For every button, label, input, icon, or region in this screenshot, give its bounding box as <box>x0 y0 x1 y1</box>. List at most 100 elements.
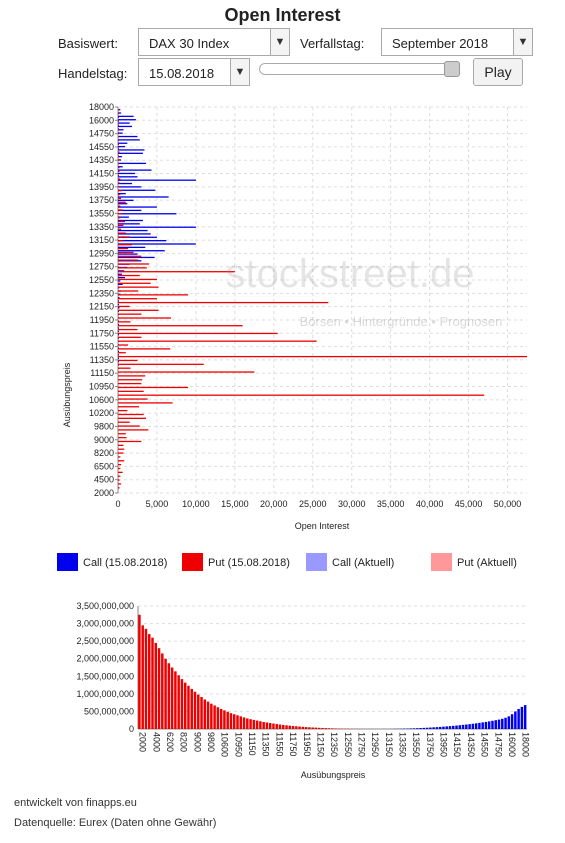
put-bar <box>118 116 119 119</box>
put-value-bar <box>272 723 275 729</box>
call-value-bar <box>507 716 511 729</box>
put-value-bar <box>236 715 239 729</box>
call-bar <box>118 216 129 218</box>
x-tick-label: 13550 <box>411 732 421 757</box>
put-bar <box>118 255 142 257</box>
y-tick-label: 4500 <box>94 475 114 485</box>
x-tick-label: 11350 <box>261 732 271 756</box>
put-bar <box>118 139 119 142</box>
call-value-bar <box>416 728 419 729</box>
call-bar <box>118 186 142 188</box>
put-value-bar <box>317 727 321 729</box>
put-value-bar <box>141 625 144 729</box>
put-value-bar <box>308 727 311 729</box>
chevron-down-icon[interactable]: ▼ <box>230 59 249 85</box>
call-bar <box>118 260 142 262</box>
y-tick-label: 2000 <box>94 488 114 498</box>
put-bar <box>118 240 124 242</box>
put-value-bar <box>246 718 249 729</box>
call-bar <box>118 192 126 195</box>
date-slider[interactable] <box>259 61 460 77</box>
call-bar <box>118 176 138 178</box>
put-bar <box>118 433 126 435</box>
call-bar <box>118 152 143 154</box>
y-tick-label: 11550 <box>90 342 114 352</box>
put-bar <box>118 487 120 489</box>
put-value-bar <box>210 703 213 729</box>
basiswert-select[interactable]: DAX 30 Index ▼ <box>138 28 290 56</box>
x-tick-label: 13950 <box>439 732 449 757</box>
legend-swatch-call-current-day[interactable] <box>57 553 78 571</box>
x-tick-label: 50,000 <box>494 499 522 509</box>
basiswert-value: DAX 30 Index <box>149 36 230 51</box>
call-bar <box>118 240 167 242</box>
put-bar <box>118 282 151 284</box>
open-interest-chart: 18000 16000 14750 14550 14350 14150 13950 13750… <box>62 102 527 531</box>
call-bar <box>118 243 196 245</box>
slider-thumb[interactable] <box>444 61 460 77</box>
basiswert-label: Basiswert: <box>58 36 118 51</box>
call-value-bar <box>438 726 442 729</box>
legend-label-put-aktuell: Put (Aktuell) <box>457 557 517 569</box>
put-bar <box>118 413 144 416</box>
put-bar <box>118 382 142 385</box>
put-bar <box>118 290 139 292</box>
put-bar <box>118 375 146 377</box>
call-bar <box>118 139 140 141</box>
x-tick-label: 10600 <box>220 732 230 757</box>
put-bar <box>118 479 120 481</box>
y-tick-label: 16000 <box>89 115 114 125</box>
y-tick-label: 14750 <box>89 129 114 139</box>
y-tick-label: 12950 <box>89 248 114 258</box>
call-bar <box>118 246 146 249</box>
y-tick-label: 10600 <box>89 395 114 405</box>
put-bar <box>118 483 122 485</box>
put-value-bar <box>167 663 171 729</box>
call-bar <box>118 283 123 285</box>
y-tick-label: 11750 <box>90 328 114 338</box>
put-value-bar <box>193 691 197 729</box>
put-value-bar <box>262 721 265 729</box>
handelstag-value: 15.08.2018 <box>149 66 215 81</box>
put-bar <box>118 213 122 215</box>
put-bar <box>118 425 140 427</box>
call-value-bar <box>458 725 462 729</box>
put-bar <box>118 209 123 211</box>
call-value-bar <box>445 726 448 729</box>
call-bar <box>118 206 157 208</box>
y-tick-label: 12150 <box>89 302 114 312</box>
put-bar <box>118 467 121 470</box>
call-bar <box>118 135 138 138</box>
call-value-bar <box>491 720 494 729</box>
legend-swatch-put-current-day[interactable] <box>182 553 203 571</box>
page-title: Open Interest <box>224 5 341 25</box>
chevron-down-icon[interactable]: ▼ <box>270 29 289 55</box>
put-bar <box>118 244 133 246</box>
legend-swatch-call-latest[interactable] <box>306 553 327 571</box>
put-bar <box>118 448 125 450</box>
handelstag-select[interactable]: 15.08.2018 ▼ <box>138 58 250 86</box>
legend-swatch-put-latest[interactable] <box>431 553 452 571</box>
put-bar <box>118 201 126 203</box>
call-bar <box>118 196 169 198</box>
call-value-bar <box>523 705 527 729</box>
put-bar <box>118 217 121 219</box>
chevron-down-icon[interactable]: ▼ <box>513 29 532 55</box>
call-bar <box>118 256 155 259</box>
call-bar <box>118 253 138 255</box>
call-value-bar <box>425 727 429 729</box>
put-bar <box>118 109 119 111</box>
call-bar <box>118 213 177 215</box>
x-tick-label: 11750 <box>288 732 298 756</box>
y-tick-label: 13750 <box>89 195 114 205</box>
call-bar <box>118 109 121 111</box>
x-tick-label: 20,000 <box>260 499 288 509</box>
put-bar <box>118 456 121 458</box>
put-bar <box>118 352 126 354</box>
put-bar <box>118 452 124 454</box>
call-value-bar <box>494 720 497 729</box>
put-bar <box>118 236 130 238</box>
put-value-bar <box>259 721 262 729</box>
verfallstag-select[interactable]: September 2018 ▼ <box>381 28 533 56</box>
play-button[interactable]: Play <box>473 58 523 86</box>
